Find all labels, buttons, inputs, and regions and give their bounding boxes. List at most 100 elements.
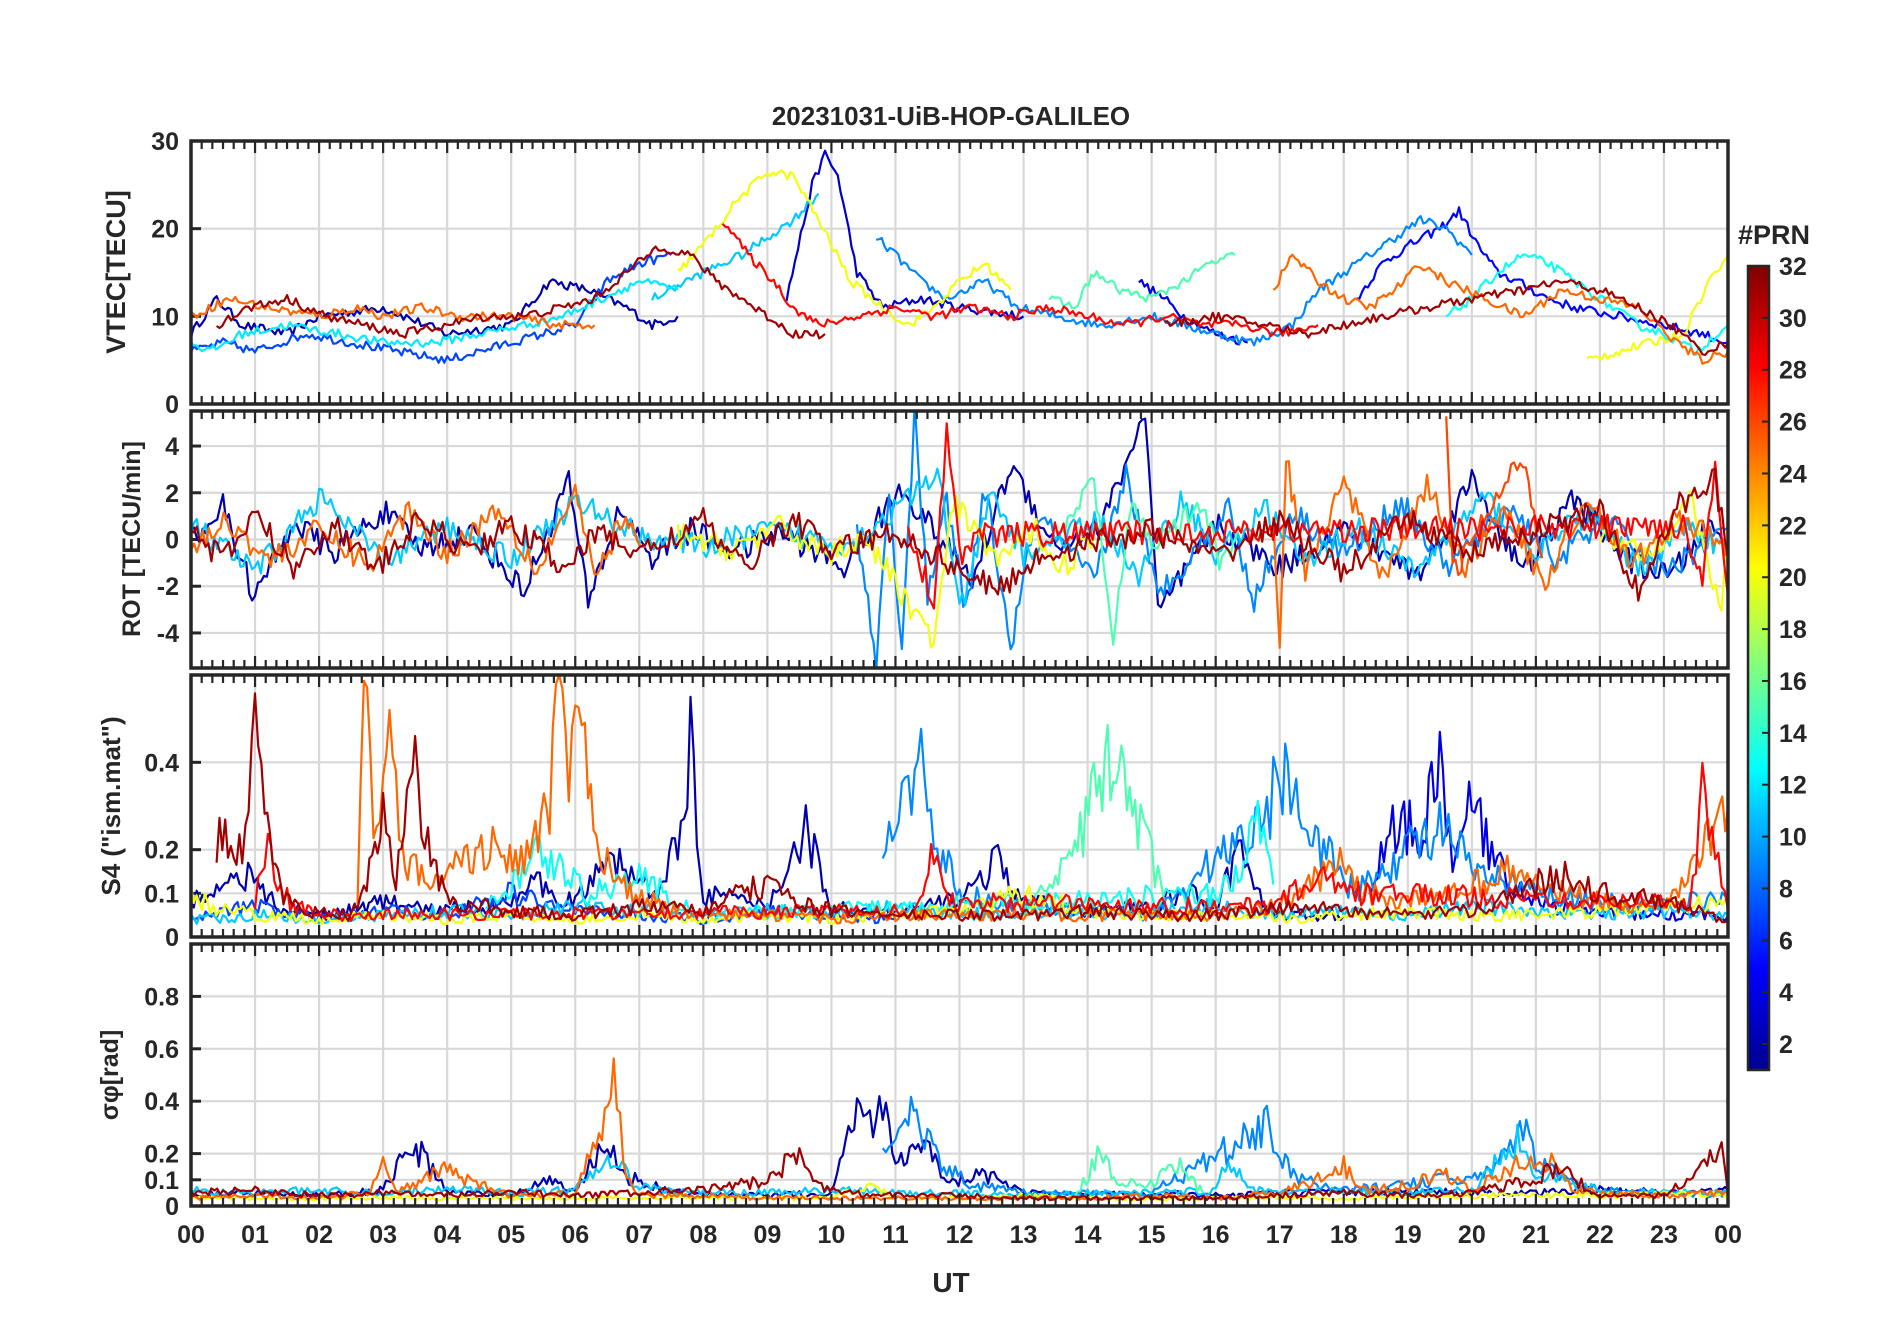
x-tick-label: 04 [433, 1221, 461, 1249]
x-tick-label: 23 [1650, 1221, 1678, 1249]
y-tick-label: 4 [165, 433, 179, 461]
x-tick-label: 21 [1522, 1221, 1550, 1249]
series-line-prn-26 [1445, 416, 1544, 577]
series-group-vtec [191, 149, 1728, 365]
colorbar-tick-label: 26 [1779, 409, 1807, 437]
y-tick-label: 0.4 [144, 749, 179, 777]
y-tick-label: 0.8 [144, 983, 179, 1011]
series-line-prn-13 [484, 799, 1275, 922]
colorbar-tick-label: 6 [1779, 927, 1793, 955]
grid-sigma_phi [191, 944, 1728, 1208]
y-tick-label: 0.1 [144, 880, 179, 908]
series-line-prn-25 [191, 483, 646, 576]
x-tick-label: 07 [625, 1221, 653, 1249]
panel-vtec: 0 10 20 30 VTEC[TECU] [101, 128, 1730, 419]
series-line-prn-3 [785, 149, 1025, 321]
series-line-prn-15 [1022, 723, 1166, 918]
y-tick-label: 0 [165, 1193, 179, 1221]
x-tick-label: 17 [1266, 1221, 1294, 1249]
colorbar-tick-label: 4 [1779, 979, 1793, 1007]
colorbar-tick-label: 32 [1779, 253, 1807, 281]
y-tick-label: 2 [165, 480, 179, 508]
series-line-prn-15 [1048, 251, 1236, 310]
x-tick-label: 02 [305, 1221, 333, 1249]
series-line-prn-15 [1073, 1145, 1204, 1197]
panel-rot: -4 -2 0 2 4 ROT [TECU/min] [118, 409, 1730, 670]
x-tick-label: 01 [241, 1221, 269, 1249]
x-tick-label: 11 [882, 1221, 909, 1249]
series-line-prn-13 [1445, 253, 1728, 357]
y-axis-label-s4: S4 ("ism.mat") [96, 716, 126, 895]
y-tick-label: 0.4 [144, 1088, 179, 1116]
series-line-prn-20 [677, 169, 1012, 327]
colorbar-tick-label: 30 [1779, 305, 1807, 333]
x-tick-label: 08 [689, 1221, 717, 1249]
x-tick-label: 06 [561, 1221, 589, 1249]
y-tick-label: 0 [165, 527, 179, 555]
series-line-prn-28 [721, 223, 1319, 338]
colorbar-tick-label: 24 [1779, 460, 1807, 488]
y-tick-label: -2 [157, 573, 179, 601]
series-line-prn-11 [191, 467, 1728, 607]
y-tick-label: 0.2 [144, 837, 179, 865]
x-tick-label: 10 [818, 1221, 846, 1249]
panel-s4: 0 0.1 0.2 0.4 S4 ("ism.mat") [96, 673, 1730, 952]
series-line-prn-20 [1586, 254, 1728, 361]
series-line-prn-31 [191, 1141, 1728, 1202]
y-tick-label: 20 [151, 216, 179, 244]
series-line-prn-25 [1272, 253, 1728, 365]
colorbar-tick-label: 14 [1779, 720, 1807, 748]
series-line-prn-28 [907, 422, 1728, 610]
series-line-prn-20 [191, 885, 1728, 926]
series-line-prn-25 [1272, 460, 1728, 649]
series-line-prn-31 [1164, 279, 1728, 356]
series-line-prn-9 [855, 411, 1728, 668]
y-tick-label: 0 [165, 391, 179, 419]
colorbar-tick-label: 16 [1779, 668, 1807, 696]
y-axis-label-sigma_phi: σφ[rad] [96, 1030, 124, 1121]
y-tick-label: 0.6 [144, 1036, 179, 1064]
colorbar-tick-label: 2 [1779, 1031, 1793, 1059]
grid-s4 [191, 675, 1728, 939]
colorbar-tick-label: 20 [1779, 564, 1807, 592]
x-tick-label: 18 [1330, 1221, 1358, 1249]
y-tick-label: -4 [157, 620, 179, 648]
series-line-prn-25 [356, 675, 1728, 925]
x-tick-label: 05 [497, 1221, 525, 1249]
colorbar-tick-label: 8 [1779, 875, 1793, 903]
series-line-prn-11 [651, 192, 820, 301]
x-tick-label: 00 [1714, 1221, 1742, 1249]
y-tick-label: 10 [151, 303, 179, 331]
x-tick-label: 03 [369, 1221, 397, 1249]
series-line-prn-15 [1061, 477, 1243, 646]
colorbar-tick-label: 18 [1779, 616, 1807, 644]
x-axis: 00 01 02 03 04 05 06 07 08 09 10 11 12 13 14 15 16 17 18 19… [177, 1221, 1742, 1249]
x-axis-label: UT [932, 1267, 969, 1298]
y-axis-label-rot: ROT [TECU/min] [118, 441, 146, 637]
series-line-prn-7 [191, 251, 673, 364]
y-tick-label: 30 [151, 128, 179, 156]
panel-sigma_phi: 00.10.2 0.4 0.6 0.8 σφ[rad] [96, 942, 1730, 1221]
x-tick-label: 12 [946, 1221, 974, 1249]
colorbar-tick-label: 22 [1779, 512, 1807, 540]
colorbar-tick-label: 12 [1779, 772, 1807, 800]
y-tick-label: 0.2 [144, 1141, 179, 1169]
series-line-prn-31 [215, 692, 1728, 924]
x-tick-label: 20 [1458, 1221, 1486, 1249]
x-tick-label: 16 [1202, 1221, 1230, 1249]
series-line-prn-9 [875, 215, 1473, 347]
x-tick-label: 14 [1074, 1221, 1102, 1249]
colorbar-label: #PRN [1738, 220, 1810, 250]
x-tick-label: 13 [1010, 1221, 1038, 1249]
x-tick-label: 15 [1138, 1221, 1166, 1249]
x-tick-label: 00 [177, 1221, 205, 1249]
series-line-prn-5 [1356, 206, 1728, 345]
colorbar-tick-label: 10 [1779, 824, 1807, 852]
series-group-s4 [191, 675, 1728, 926]
colorbar-gradient [1746, 264, 1771, 1072]
series-line-prn-31 [215, 245, 826, 340]
x-tick-label: 09 [753, 1221, 781, 1249]
